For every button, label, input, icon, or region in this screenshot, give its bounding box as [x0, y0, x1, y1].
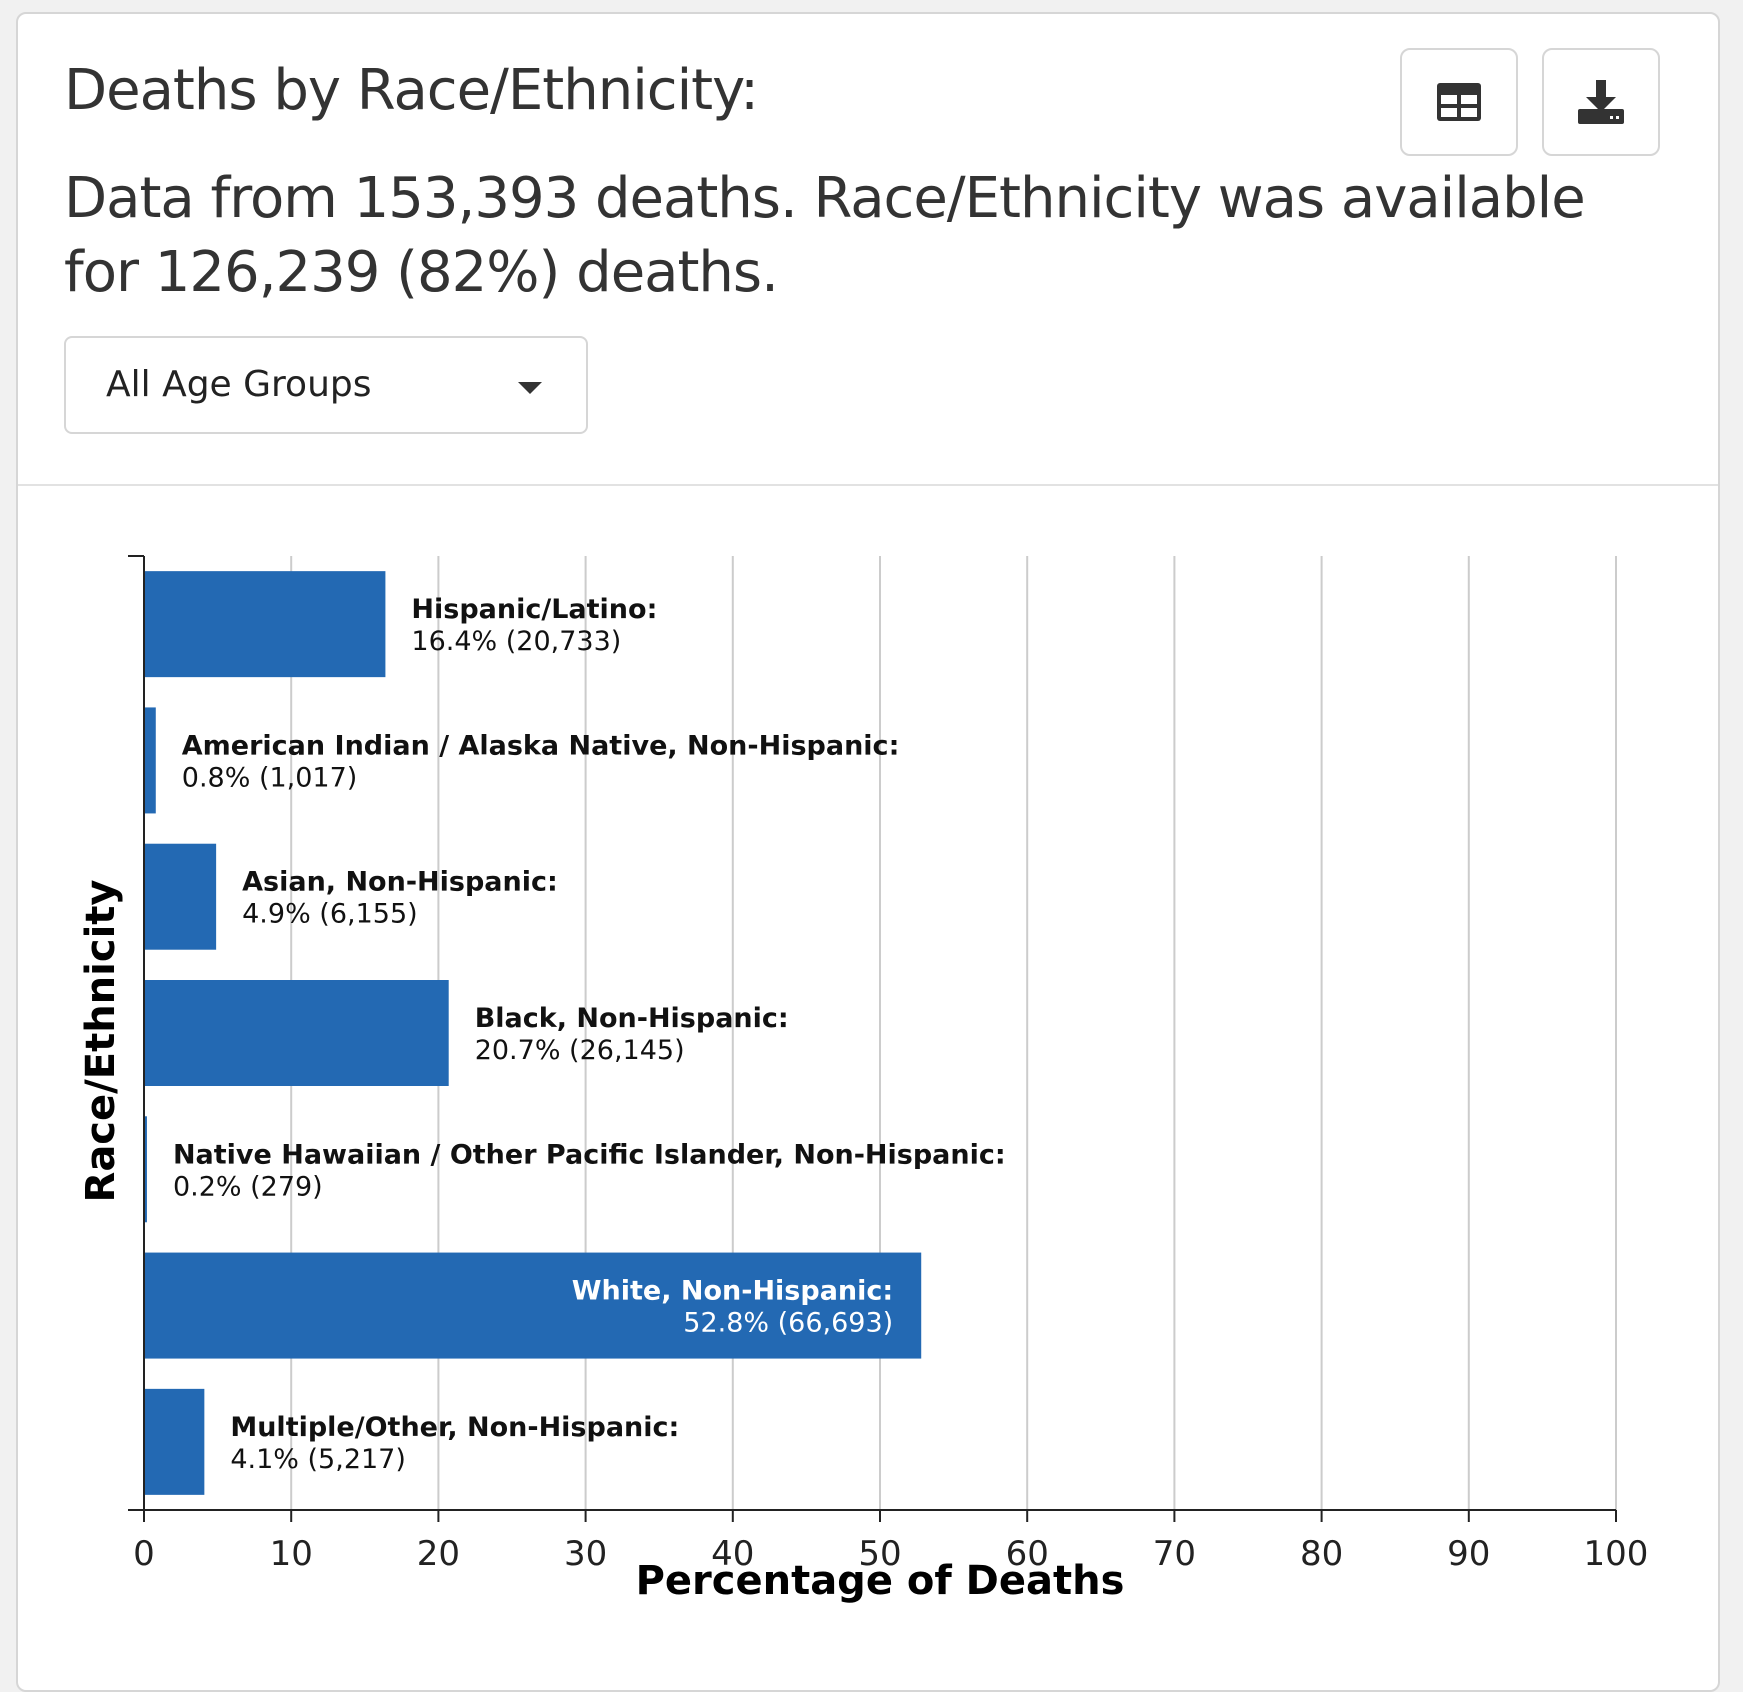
chart-title: Deaths by Race/Ethnicity: [64, 58, 759, 123]
x-tick-label: 80 [1300, 1534, 1343, 1574]
download-icon [1578, 80, 1624, 124]
bar[interactable] [144, 1388, 205, 1495]
bar-category-label: Asian, Non-Hispanic: [242, 867, 558, 898]
bar-category-label: Hispanic/Latino: [411, 594, 657, 625]
age-group-select[interactable]: All Age Groups [64, 336, 588, 434]
chart-subtitle: Data from 153,393 deaths. Race/Ethnicity… [64, 166, 1586, 305]
bar[interactable] [144, 707, 156, 814]
bar-category-label: American Indian / Alaska Native, Non-His… [182, 730, 900, 761]
bar[interactable] [144, 1252, 922, 1359]
bar-value-label: 4.1% (5,217) [230, 1444, 406, 1475]
age-group-select-value: All Age Groups [106, 364, 372, 405]
x-axis-title: Percentage of Deaths [636, 1558, 1125, 1604]
x-tick-label: 10 [270, 1534, 313, 1574]
bar-category-label: Black, Non-Hispanic: [475, 1003, 789, 1034]
bar-category-label: Native Hawaiian / Other Pacific Islander… [173, 1139, 1006, 1170]
bar-value-label: 16.4% (20,733) [411, 626, 621, 657]
table-view-button[interactable] [1400, 48, 1518, 156]
x-tick-label: 70 [1153, 1534, 1196, 1574]
download-button[interactable] [1542, 48, 1660, 156]
bar-value-label: 0.2% (279) [173, 1171, 323, 1202]
bar-value-label: 20.7% (26,145) [475, 1035, 685, 1066]
table-icon [1437, 83, 1481, 121]
bar[interactable] [144, 843, 217, 950]
x-tick-label: 40 [711, 1534, 754, 1574]
chart-card: Deaths by Race/Ethnicity: Data from 153,… [16, 12, 1720, 1692]
x-tick-label: 50 [858, 1534, 901, 1574]
bar[interactable] [144, 571, 386, 678]
divider [18, 484, 1718, 486]
x-tick-label: 90 [1447, 1534, 1490, 1574]
bar-value-label: 4.9% (6,155) [242, 899, 418, 930]
bar-category-label: Multiple/Other, Non-Hispanic: [230, 1412, 679, 1443]
chevron-down-icon [518, 382, 542, 394]
x-tick-label: 100 [1584, 1534, 1649, 1574]
bar-category-label: White, Non-Hispanic: [572, 1276, 893, 1307]
bar[interactable] [144, 980, 449, 1086]
y-axis-title: Race/Ethnicity [78, 880, 124, 1203]
bar-value-label: 0.8% (1,017) [182, 762, 358, 793]
bar-value-label: 52.8% (66,693) [683, 1308, 893, 1339]
bar[interactable] [144, 1116, 147, 1223]
x-tick-label: 60 [1006, 1534, 1049, 1574]
x-tick-label: 30 [564, 1534, 607, 1574]
x-tick-label: 20 [417, 1534, 460, 1574]
x-tick-label: 0 [133, 1534, 155, 1574]
